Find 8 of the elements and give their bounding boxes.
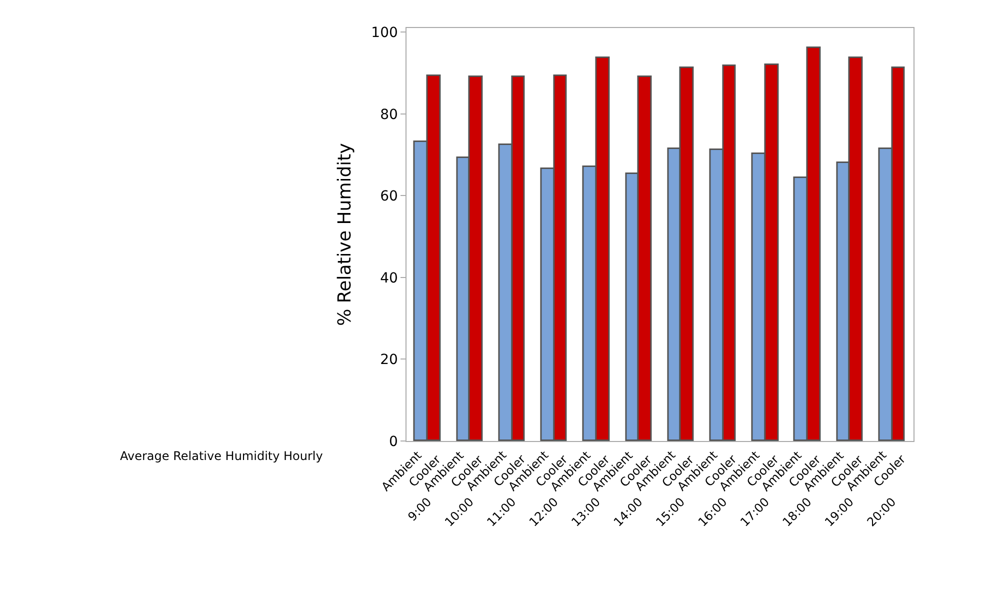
y-tick-label: 0 — [388, 434, 398, 450]
y-axis-title: % Relative Humidity — [334, 142, 356, 326]
y-tick-label: 20 — [380, 352, 398, 368]
y-tick-label: 80 — [380, 106, 398, 123]
y-tick-label: 100 — [371, 24, 398, 41]
y-tick-label: 60 — [380, 188, 398, 205]
text: Average Relative Humidity Hourly — [120, 449, 323, 463]
y-tick-label: 40 — [380, 270, 398, 286]
